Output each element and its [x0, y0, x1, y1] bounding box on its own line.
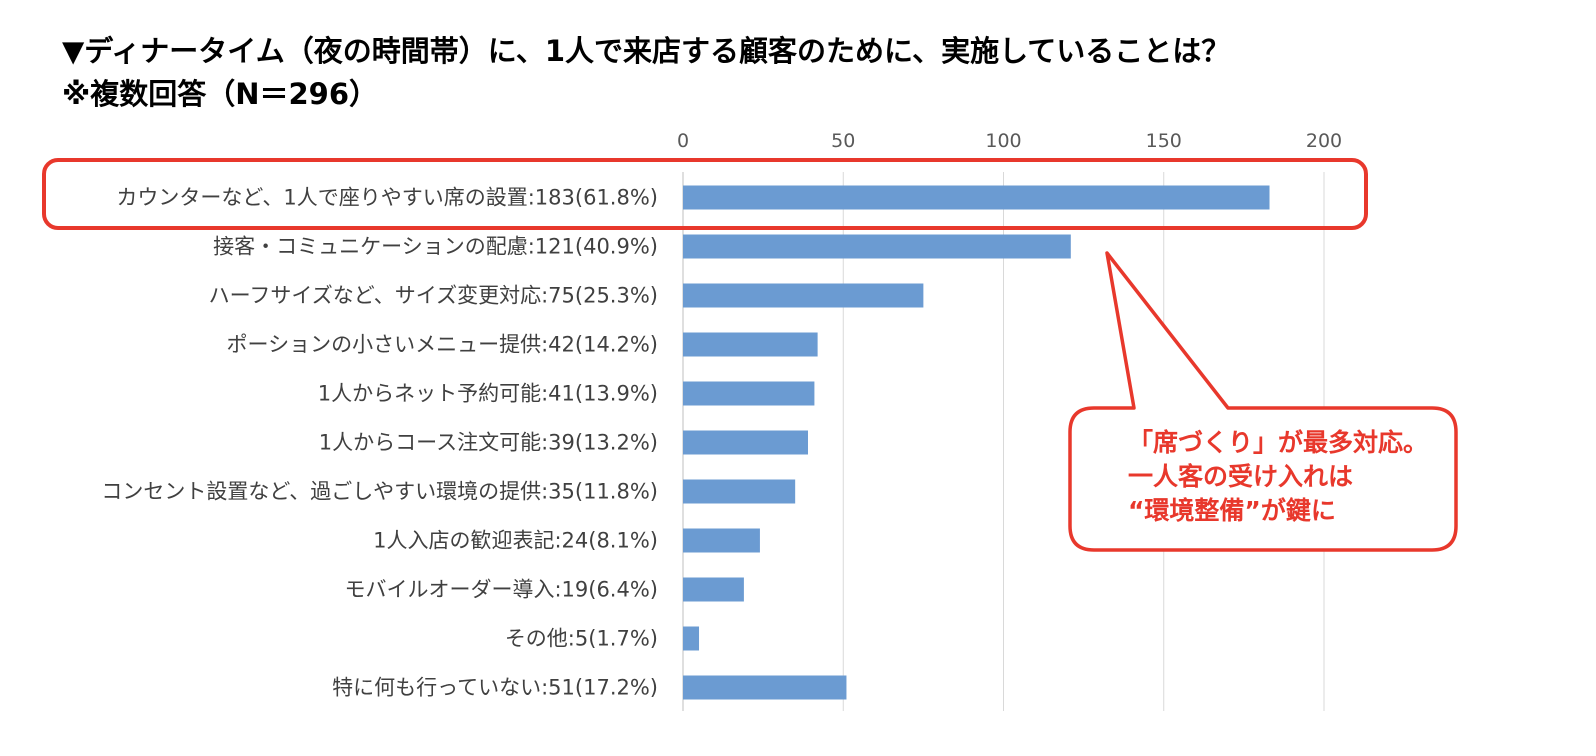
- category-label: 1人入店の歓迎表記:24(8.1%): [373, 529, 658, 553]
- category-labels: カウンターなど、1人で座りやすい席の設置:183(61.8%) 接客・コミュニケー…: [101, 186, 658, 700]
- category-label: 1人からコース注文可能:39(13.2%): [319, 431, 658, 455]
- bar: [683, 185, 1270, 210]
- x-tick-label: 0: [677, 130, 689, 152]
- category-label: コンセント設置など、過ごしやすい環境の提供:35(11.8%): [101, 480, 658, 504]
- annotation-line-2: 一人客の受け入れは: [1128, 462, 1354, 491]
- category-label: カウンターなど、1人で座りやすい席の設置:183(61.8%): [116, 186, 658, 210]
- bar: [683, 332, 818, 357]
- bar: [683, 626, 700, 651]
- x-tick-label: 150: [1146, 130, 1182, 152]
- annotation-callout: 「席づくり」が最多対応。 一人客の受け入れは “環境整備”が鍵に: [1070, 408, 1456, 550]
- x-tick-label: 200: [1306, 130, 1342, 152]
- category-label: 特に何も行っていない:51(17.2%): [332, 676, 658, 700]
- highlight-box: [42, 158, 1368, 230]
- callout-bubble: [1068, 251, 1458, 552]
- category-label: 接客・コミュニケーションの配慮:121(40.9%): [213, 235, 658, 259]
- annotation-line-3: “環境整備”が鍵に: [1128, 496, 1336, 525]
- x-tick-label: 100: [985, 130, 1021, 152]
- annotation-line-1: 「席づくり」が最多対応。: [1128, 428, 1429, 457]
- bar: [683, 430, 808, 455]
- x-axis-ticks: 0 50 100 150 200: [677, 130, 1342, 152]
- annotation-overlay: [42, 158, 1458, 552]
- category-label: モバイルオーダー導入:19(6.4%): [344, 578, 658, 602]
- bar: [683, 528, 760, 553]
- x-tick-label: 50: [831, 130, 855, 152]
- bar: [683, 381, 815, 406]
- category-label: その他:5(1.7%): [505, 627, 658, 651]
- bars: [683, 185, 1270, 700]
- bar: [683, 283, 924, 308]
- chart-title-line-2: ※複数回答（N＝296）: [62, 77, 378, 111]
- category-label: ポーションの小さいメニュー提供:42(14.2%): [227, 333, 658, 357]
- bar: [683, 675, 847, 700]
- bar: [683, 234, 1071, 259]
- bar: [683, 577, 744, 602]
- chart-title-line-1: ▼ディナータイム（夜の時間帯）に、1人で来店する顧客のために、実施していることは…: [62, 34, 1231, 68]
- bar: [683, 479, 796, 504]
- category-label: 1人からネット予約可能:41(13.9%): [318, 382, 658, 406]
- category-label: ハーフサイズなど、サイズ変更対応:75(25.3%): [209, 284, 658, 308]
